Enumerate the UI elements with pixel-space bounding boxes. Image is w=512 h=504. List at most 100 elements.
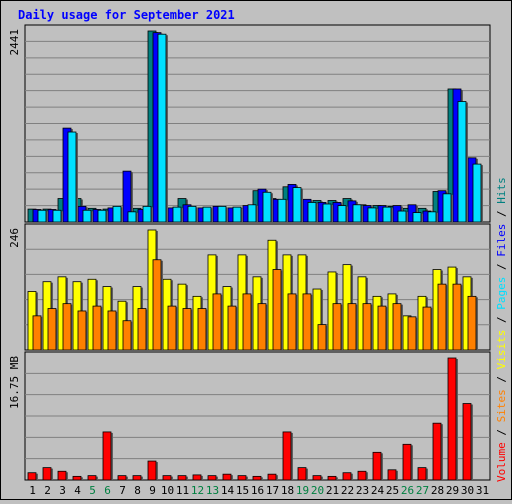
bar-sites-day-19 xyxy=(302,293,312,351)
y-max-label: 2441 xyxy=(8,29,21,56)
bar-sites-day-18 xyxy=(287,293,297,351)
x-tick-day: 7 xyxy=(119,484,126,497)
bar-volume-day-5 xyxy=(87,475,97,481)
x-tick-day: 14 xyxy=(221,484,235,497)
bar-pages-day-18 xyxy=(292,187,302,223)
bar-volume-day-2 xyxy=(42,467,52,481)
bar-pages-day-14 xyxy=(232,206,242,223)
bar-sites-day-1 xyxy=(32,315,42,351)
bar-volume-day-16 xyxy=(252,475,262,481)
bar-sites-day-7 xyxy=(122,320,132,351)
legend-item-volume: Volume xyxy=(495,442,508,482)
bar-pages-day-12 xyxy=(202,206,212,223)
bar-volume-day-17 xyxy=(267,473,277,481)
bar-sites-day-28 xyxy=(437,283,447,351)
x-tick-day: 11 xyxy=(176,484,189,497)
x-tick-day: 19 xyxy=(296,484,309,497)
bar-sites-day-25 xyxy=(392,303,402,351)
x-tick-day: 6 xyxy=(104,484,111,497)
x-tick-day: 20 xyxy=(311,484,324,497)
bar-volume-day-29 xyxy=(447,357,457,481)
bar-pages-day-6 xyxy=(112,205,122,223)
bar-sites-day-9 xyxy=(152,259,162,351)
bar-sites-day-12 xyxy=(197,308,207,351)
bar-volume-day-18 xyxy=(282,431,292,481)
bar-volume-day-27 xyxy=(417,467,427,481)
bar-volume-day-11 xyxy=(177,475,187,481)
bar-volume-day-12 xyxy=(192,474,202,481)
bar-volume-day-3 xyxy=(57,470,67,481)
x-tick-day: 25 xyxy=(386,484,399,497)
x-tick-day: 21 xyxy=(326,484,339,497)
bar-pages-day-13 xyxy=(217,205,227,223)
bar-pages-day-25 xyxy=(397,210,407,223)
bar-sites-day-17 xyxy=(272,269,282,351)
legend-item-hits: Hits xyxy=(495,177,508,204)
bar-sites-day-26 xyxy=(407,316,417,351)
bar-volume-day-25 xyxy=(387,469,397,481)
x-tick-day: 13 xyxy=(206,484,219,497)
bar-pages-day-19 xyxy=(307,202,317,223)
x-tick-day: 31 xyxy=(476,484,489,497)
bar-pages-day-28 xyxy=(442,193,452,223)
bar-sites-day-8 xyxy=(137,308,147,351)
bar-sites-day-11 xyxy=(182,308,192,351)
bar-pages-day-9 xyxy=(157,33,167,223)
bar-volume-day-10 xyxy=(162,475,172,481)
bar-pages-day-20 xyxy=(322,203,332,223)
bar-pages-day-8 xyxy=(142,205,152,223)
bar-volume-day-6 xyxy=(102,431,112,481)
legend-separator: / xyxy=(495,422,508,442)
x-tick-day: 9 xyxy=(149,484,156,497)
bar-pages-day-2 xyxy=(52,209,62,223)
x-tick-day: 27 xyxy=(416,484,429,497)
bar-pages-day-17 xyxy=(277,198,287,223)
x-tick-day: 2 xyxy=(44,484,51,497)
legend-separator: / xyxy=(495,204,508,224)
x-tick-day: 4 xyxy=(74,484,81,497)
bar-volume-day-22 xyxy=(342,472,352,481)
bar-pages-day-11 xyxy=(187,205,197,223)
bar-sites-day-3 xyxy=(62,303,72,351)
x-tick-day: 22 xyxy=(341,484,354,497)
bar-sites-day-27 xyxy=(422,306,432,351)
bar-sites-day-13 xyxy=(212,293,222,351)
bar-volume-day-19 xyxy=(297,467,307,481)
bar-pages-day-1 xyxy=(37,209,47,223)
y-max-label: 246 xyxy=(8,228,21,248)
legend-separator: / xyxy=(495,310,508,330)
bar-pages-day-27 xyxy=(427,211,437,223)
bar-volume-day-26 xyxy=(402,443,412,481)
bar-volume-day-7 xyxy=(117,475,127,481)
bar-sites-day-16 xyxy=(257,303,267,351)
bar-volume-day-20 xyxy=(312,475,322,481)
bar-sites-day-10 xyxy=(167,305,177,351)
bar-sites-day-29 xyxy=(452,283,462,351)
bar-sites-day-30 xyxy=(467,295,477,351)
legend-item-pages: Pages xyxy=(495,277,508,310)
bar-volume-day-30 xyxy=(462,403,472,481)
bar-volume-day-28 xyxy=(432,422,442,481)
bar-pages-day-7 xyxy=(127,211,137,223)
y-max-label: 16.75 MB xyxy=(8,356,21,409)
bar-volume-day-9 xyxy=(147,460,157,481)
bar-pages-day-29 xyxy=(457,101,467,223)
x-tick-day: 18 xyxy=(281,484,294,497)
x-tick-day: 28 xyxy=(431,484,444,497)
bar-sites-day-23 xyxy=(362,303,372,351)
bar-pages-day-23 xyxy=(367,207,377,223)
legend-item-visits: Visits xyxy=(495,330,508,370)
x-tick-day: 29 xyxy=(446,484,459,497)
bar-sites-day-14 xyxy=(227,305,237,351)
x-tick-day: 8 xyxy=(134,484,141,497)
bar-volume-day-15 xyxy=(237,475,247,481)
bar-sites-day-22 xyxy=(347,303,357,351)
bar-pages-day-22 xyxy=(352,204,362,223)
bar-pages-day-3 xyxy=(67,131,77,223)
bar-volume-day-21 xyxy=(327,475,337,481)
legend: Volume / Sites / Visits / Pages / Files … xyxy=(495,177,508,482)
bar-volume-day-1 xyxy=(27,472,37,481)
x-tick-day: 10 xyxy=(161,484,174,497)
